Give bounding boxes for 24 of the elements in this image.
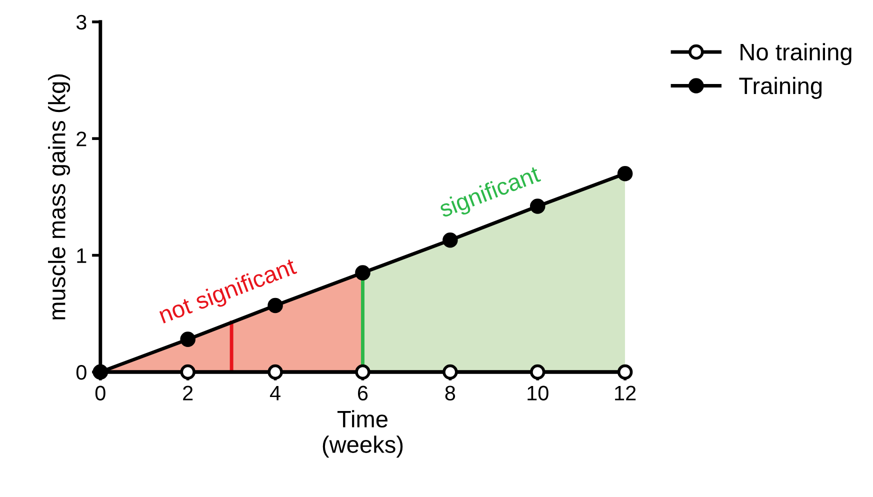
y-tick-label: 3: [76, 14, 86, 30]
point: [617, 166, 633, 182]
x-tick-label: 2: [183, 386, 193, 400]
y-tick-label: 2: [76, 132, 86, 146]
point: [530, 364, 546, 380]
x-tick-label: 10: [528, 386, 548, 400]
point: [180, 364, 196, 380]
x-axis-title: Time (weeks): [322, 410, 403, 458]
y-axis-title: muscle mass gains (kg): [48, 74, 70, 320]
point: [268, 364, 283, 380]
y-tick-label: 0: [76, 365, 86, 380]
point: [180, 332, 196, 347]
legend-label: No training: [740, 43, 852, 66]
x-tick-label: 8: [445, 386, 456, 400]
x-tick-label: 4: [270, 386, 280, 400]
x-tick-label: 6: [358, 386, 368, 400]
point: [442, 232, 458, 248]
point: [355, 364, 370, 380]
point: [355, 265, 370, 280]
point: [442, 364, 458, 380]
y-tick-label: 1: [77, 248, 86, 263]
x-tick-label: 12: [615, 386, 636, 400]
x-tick-label: 0: [95, 386, 106, 400]
legend-label: Training: [739, 76, 822, 99]
